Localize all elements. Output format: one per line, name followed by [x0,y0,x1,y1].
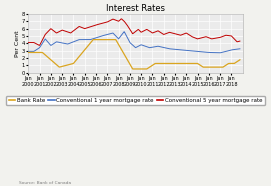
Legend: Bank Rate, Conventional 1 year mortgage rate, Conventional 5 year mortgage rate: Bank Rate, Conventional 1 year mortgage … [7,96,264,105]
Title: Interest Rates: Interest Rates [106,4,165,13]
Text: Source: Bank of Canada: Source: Bank of Canada [19,181,71,185]
Y-axis label: Per Cent: Per Cent [15,30,20,57]
